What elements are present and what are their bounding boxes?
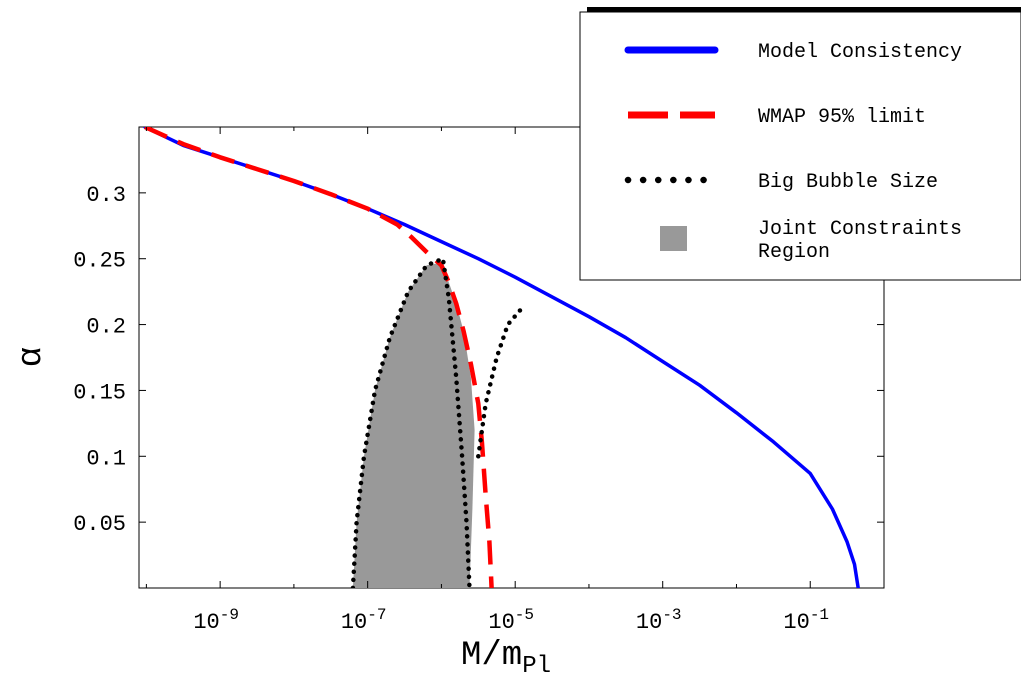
x-tick-label: 10-1 (783, 606, 829, 635)
plot-frame (138, 126, 885, 589)
series-wmap-95-limit-line (143, 127, 494, 588)
x-tick-label: 10-9 (193, 606, 239, 635)
y-tick-label: 0.05 (73, 512, 126, 537)
x-tick-label-base: 10 (488, 610, 514, 635)
legend-label-wmap-95-limit: WMAP 95% limit (758, 106, 926, 129)
x-tick-label: 10-3 (636, 606, 682, 635)
legend-label-big-bubble-size: Big Bubble Size (758, 171, 938, 194)
legend-label-joint-constraints: Joint Constraints (758, 218, 962, 241)
x-tick-label-base: 10 (341, 610, 367, 635)
x-tick-label-exp: -5 (515, 606, 534, 624)
x-tick-label-exp: -7 (367, 606, 386, 624)
x-axis-label-sub: Pl (522, 653, 551, 675)
x-tick-label: 10-5 (488, 606, 534, 635)
x-axis-label-base: M/m (461, 637, 522, 675)
series-big-bubble-size-line (350, 256, 472, 588)
y-tick-label: 0.25 (73, 249, 126, 274)
series-big-bubble-size-line (476, 305, 525, 459)
y-tick-label: 0.1 (86, 446, 126, 471)
x-tick-label-base: 10 (193, 610, 219, 635)
legend-label-model-consistency: Model Consistency (758, 41, 962, 64)
x-tick-label-base: 10 (783, 610, 809, 635)
y-tick-label: 0.3 (86, 183, 126, 208)
x-tick-label-exp: -9 (220, 606, 239, 624)
x-tick-label-base: 10 (636, 610, 662, 635)
y-tick-label: 0.2 (86, 315, 126, 340)
x-axis-label: M/mPl (461, 637, 551, 675)
legend-box (579, 11, 1021, 281)
y-tick-label: 0.15 (73, 380, 126, 405)
legend: Model Consistency WMAP 95% limit Big Bubbl… (579, 7, 1021, 281)
x-tick-label: 10-7 (341, 606, 387, 635)
x-tick-label-exp: -1 (810, 606, 829, 624)
legend-shadow-edge (587, 7, 1021, 14)
joint-constraints-region (352, 262, 475, 588)
x-tick-label-exp: -3 (662, 606, 681, 624)
y-axis-label: α (13, 347, 51, 367)
legend-swatch-joint-constraints (660, 226, 687, 251)
legend-label-joint-constraints-line2: Region (758, 241, 830, 264)
